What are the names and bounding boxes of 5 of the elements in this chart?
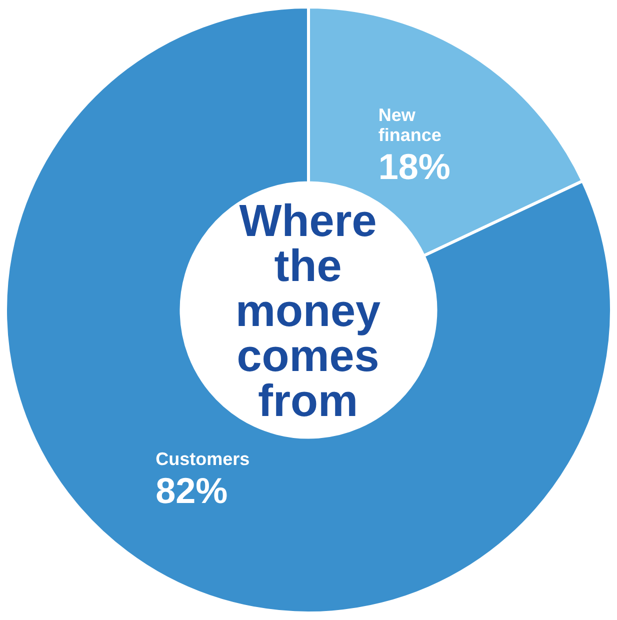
slice-label: New finance [378, 105, 442, 146]
data-label: 18% [378, 146, 450, 188]
text: Where the money comes from [234, 194, 382, 426]
data-label: 82% [156, 470, 228, 511]
slice-label: Customers [156, 448, 250, 469]
